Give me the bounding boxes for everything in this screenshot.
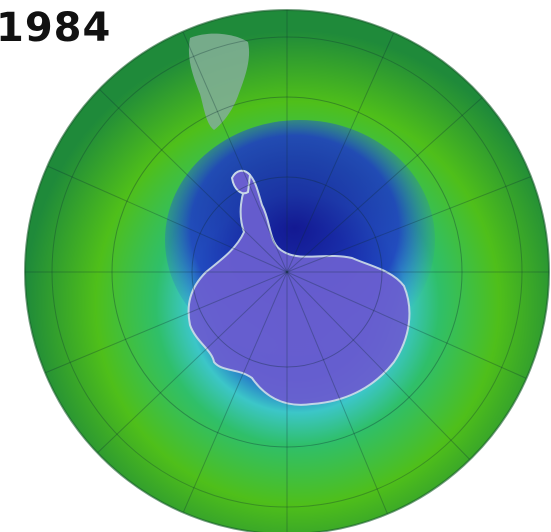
latitude-circle: [111, 96, 463, 448]
year-label: 1984: [0, 5, 112, 51]
latitude-circle: [191, 176, 383, 368]
latitude-circle: [51, 36, 523, 508]
south-america: [188, 33, 250, 130]
antarctic-peninsula: [230, 169, 252, 195]
antarctica-landmass: [187, 173, 411, 406]
globe-rim: [24, 9, 550, 532]
longitude-lines: [25, 10, 549, 532]
